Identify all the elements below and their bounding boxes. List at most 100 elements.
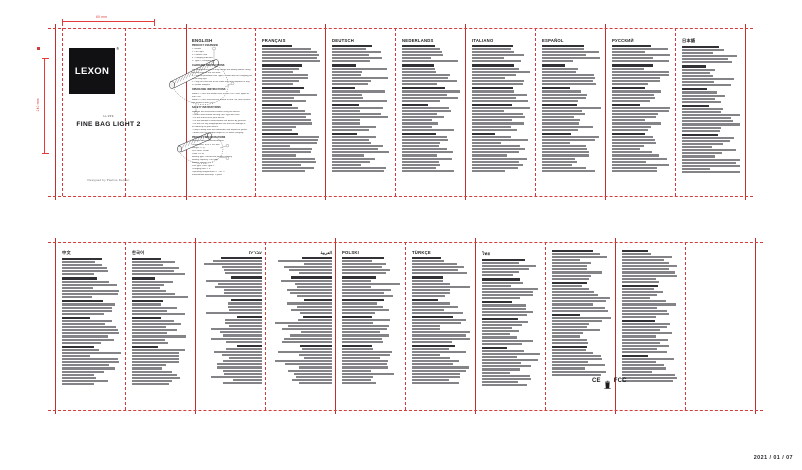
section-line (472, 170, 505, 172)
section-line: - Make sure the adaptor output is 5V whe… (192, 132, 252, 135)
section-line (233, 379, 262, 381)
section-line (275, 360, 332, 362)
section-line (132, 293, 175, 295)
section-line (552, 303, 593, 305)
section-line (301, 331, 332, 333)
section-line (290, 334, 332, 336)
section-line (552, 259, 580, 261)
language-panel-espanol: ESPAÑOL (542, 38, 602, 192)
section-line (542, 126, 593, 128)
section-line (226, 341, 262, 343)
section-line (402, 110, 451, 112)
artwork-canvas: 60 mm 140 mm LEXON ® LL159 FINE BAG LIGH… (0, 0, 802, 470)
instruction-section (682, 105, 742, 132)
section-line (552, 271, 602, 273)
section-line (262, 167, 314, 169)
instruction-sections: PRODUCT OVERVIEW 1. Button 2. LED light 3. … (192, 45, 252, 177)
section-line (211, 338, 262, 340)
section-line (412, 322, 461, 324)
section-line (299, 366, 332, 368)
section-line (542, 136, 599, 138)
section-line (332, 71, 362, 73)
section-line (262, 151, 311, 153)
section-line (682, 55, 737, 57)
section-line (412, 351, 466, 353)
section-line (132, 264, 163, 266)
section-line (472, 142, 501, 144)
section-line (482, 340, 533, 342)
section-line (332, 158, 375, 160)
section-line (472, 148, 525, 150)
section-title (62, 317, 90, 319)
section-line (262, 164, 301, 166)
section-line (62, 281, 109, 283)
section-line (206, 295, 262, 297)
section-line (612, 94, 654, 96)
section-line (472, 97, 516, 99)
section-line (304, 357, 332, 359)
section-line (285, 363, 332, 365)
section-line (62, 261, 95, 263)
section-line (132, 313, 185, 315)
section-line (132, 361, 179, 363)
section-line (287, 302, 332, 304)
section-line (297, 286, 332, 288)
section-line (542, 100, 578, 102)
section-line (62, 287, 93, 289)
section-line (542, 71, 576, 73)
section-line (297, 306, 332, 308)
section-title (482, 347, 507, 349)
dieline-horizontal (48, 242, 763, 243)
section-line (612, 139, 655, 141)
section-line (612, 74, 669, 76)
section-line (682, 72, 710, 74)
section-line (62, 364, 109, 366)
dieline-vertical (685, 242, 686, 410)
section-line (342, 272, 386, 274)
section-line (262, 71, 293, 73)
section-line (622, 329, 660, 331)
section-line (332, 107, 383, 109)
section-line (482, 288, 538, 290)
section-title (612, 104, 640, 106)
section-title (402, 64, 434, 66)
section-line (472, 151, 519, 153)
instruction-section (262, 87, 322, 101)
section-line (132, 352, 179, 354)
section-title (472, 133, 495, 135)
section-line (622, 367, 666, 369)
section-line (622, 281, 659, 283)
section-title (132, 258, 161, 260)
instruction-section (402, 64, 462, 84)
section-line (412, 272, 467, 274)
section-line (226, 348, 262, 350)
dieline-vertical (535, 28, 536, 196)
section-line (288, 370, 332, 372)
language-heading: DEUTSCH (332, 38, 392, 43)
section-line (612, 71, 669, 73)
language-panel-continuation-right (622, 250, 682, 406)
section-line (262, 122, 312, 124)
language-panel-hangugeo: 한국어 (132, 250, 192, 406)
section-line (542, 57, 600, 59)
section-line (622, 361, 656, 363)
section-line (682, 101, 721, 103)
section-line (472, 161, 519, 163)
section-title (262, 104, 292, 106)
section-line (342, 263, 386, 265)
section-title (221, 257, 262, 259)
section-title (682, 88, 707, 90)
section-line (132, 273, 185, 275)
section-line (552, 297, 610, 299)
ce-mark-icon: CE (592, 378, 601, 384)
section-line (402, 145, 439, 147)
section-line (282, 328, 332, 330)
section-title (412, 299, 438, 301)
section-line (482, 353, 540, 355)
section-line (542, 129, 578, 131)
dieline-vertical (125, 242, 126, 410)
section-title (682, 65, 706, 67)
section-line (342, 370, 371, 372)
section-title (542, 104, 577, 106)
language-panel-polski: POLSKI (342, 250, 402, 406)
